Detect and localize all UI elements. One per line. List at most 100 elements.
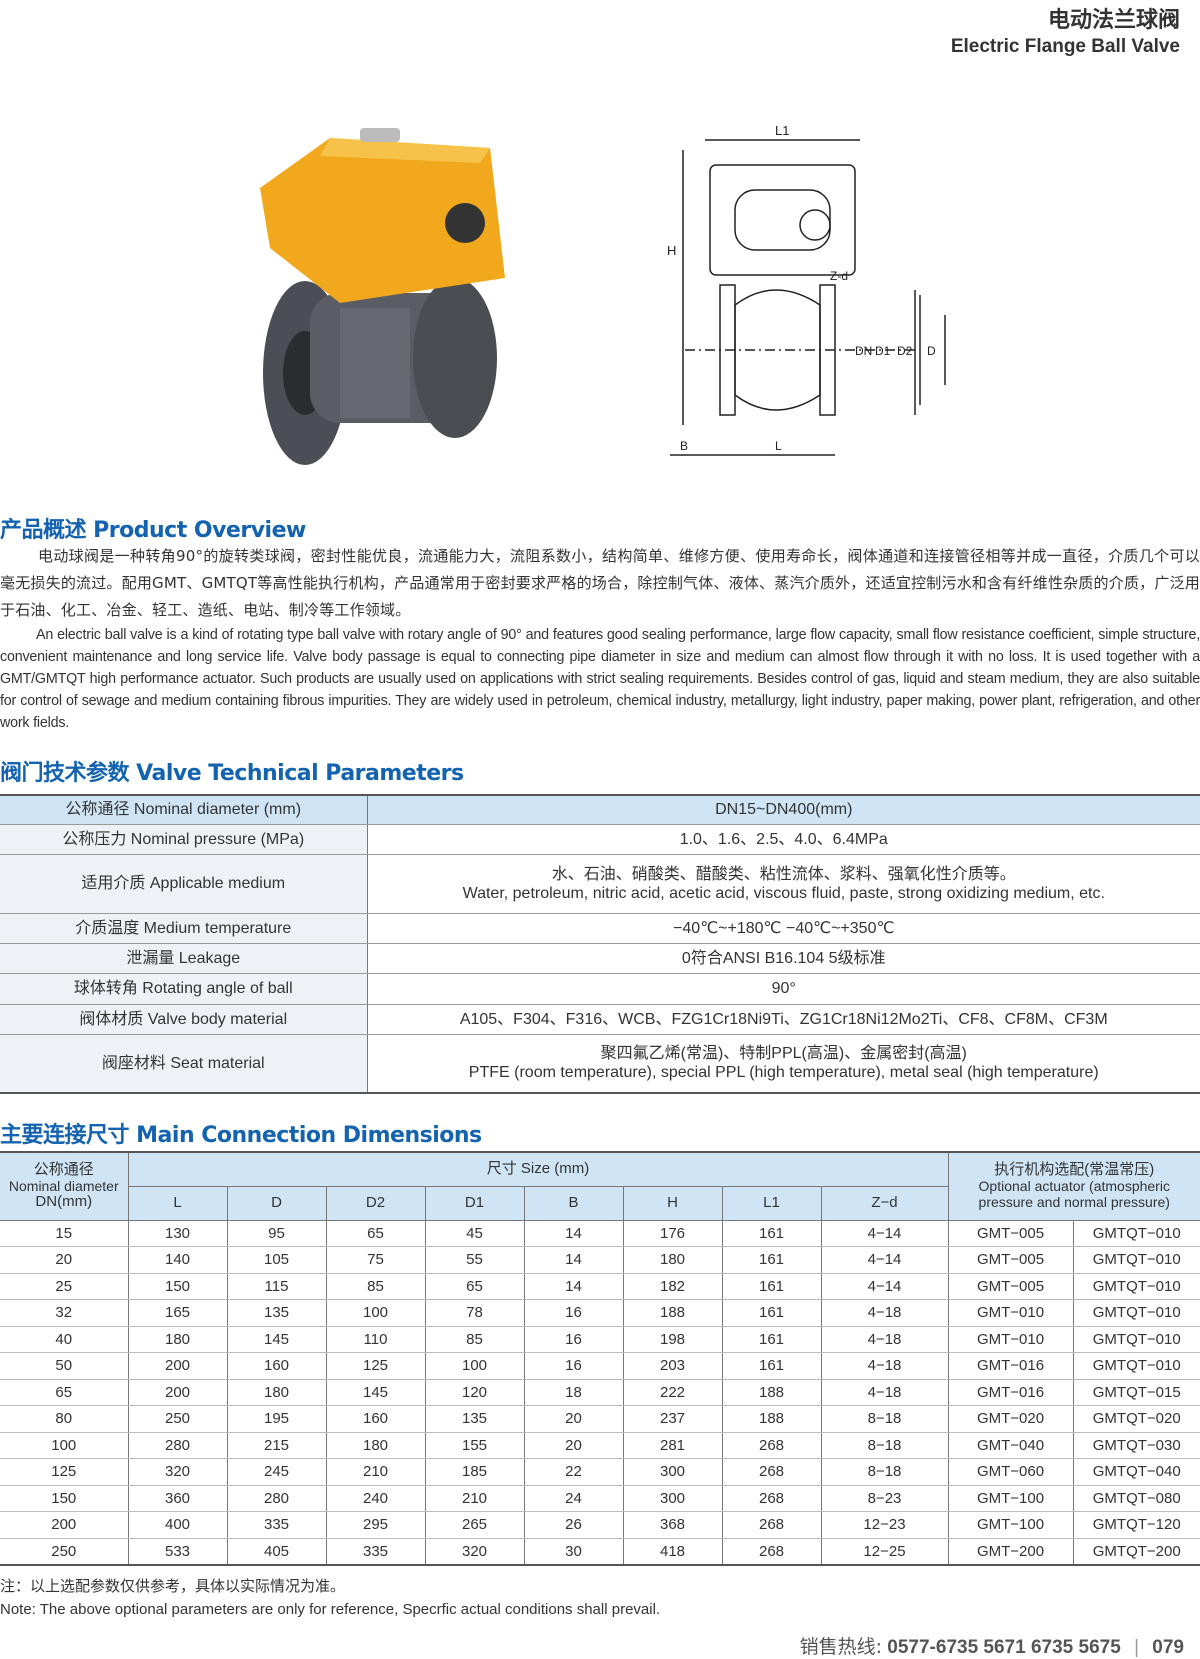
table-cell: GMTQT−010 (1072, 1273, 1200, 1300)
table-row: 25 150 115 85 65 14 182 161 4−14 GMT−005 GMTQT−010 (0, 1273, 1200, 1300)
table-cell: 65 (325, 1220, 425, 1247)
table-cell: 50 (0, 1352, 128, 1380)
label-dn: DN (855, 344, 872, 358)
table-cell: 110 (325, 1326, 425, 1353)
table-cell: 12−23 (820, 1511, 948, 1539)
table-cell: 115 (226, 1273, 326, 1300)
param-value: −40℃~+180℃ −40℃~+350℃ (367, 912, 1200, 944)
table-cell: 155 (424, 1432, 524, 1459)
label-d2: D2 (897, 344, 913, 358)
table-row: 20 140 105 75 55 14 180 161 4−14 GMT−005 GMTQT−010 (0, 1246, 1200, 1274)
table-cell: 161 (721, 1299, 821, 1327)
overview-text-cn: 电动球阀是一种转角90°的旋转类球阀，密封性能优良，流通能力大，流阻系数小，结构… (0, 547, 1200, 619)
table-cell: GMTQT−010 (1072, 1246, 1200, 1274)
table-cell: GMTQT−020 (1072, 1405, 1200, 1433)
table-cell: 320 (424, 1538, 524, 1566)
table-cell: 55 (424, 1246, 524, 1274)
table-cell: GMTQT−040 (1072, 1458, 1200, 1486)
col-header-dn: 公称通径 Nominal diameter DN(mm) (0, 1151, 129, 1221)
note-en: Note: The above optional parameters are … (0, 1601, 661, 1618)
table-cell: 135 (226, 1299, 326, 1327)
table-cell: 180 (226, 1379, 326, 1406)
table-cell: 32 (0, 1299, 128, 1327)
overview-text-en: An electric ball valve is a kind of rota… (0, 627, 1200, 731)
valve-photo (260, 128, 505, 465)
table-cell: 16 (523, 1299, 623, 1327)
param-value-en: PTFE (room temperature), special PPL (hi… (468, 1064, 1099, 1082)
table-cell: 16 (523, 1352, 623, 1380)
table-cell: 85 (325, 1273, 425, 1300)
table-row: 32 165 135 100 78 16 188 161 4−18 GMT−010 GMTQT−01… (0, 1299, 1200, 1327)
table-row: 介质温度 Medium temperature −40℃~+180℃ −40℃~+… (0, 912, 1200, 944)
table-cell: 198 (622, 1326, 722, 1353)
table-cell: GMT−005 (947, 1220, 1073, 1247)
table-cell: 161 (721, 1352, 821, 1380)
table-cell: 4−18 (820, 1299, 948, 1327)
table-cell: GMTQT−010 (1072, 1326, 1200, 1353)
table-cell: 188 (622, 1299, 722, 1327)
table-cell: 182 (622, 1273, 722, 1300)
param-key: 泄漏量 Leakage (0, 942, 368, 974)
table-cell: 180 (325, 1432, 425, 1459)
table-cell: 8−18 (820, 1458, 948, 1486)
param-value: A105、F304、F316、WCB、FZG1Cr18Ni9Ti、ZG1Cr18… (367, 1003, 1200, 1035)
table-cell: GMT−040 (947, 1432, 1073, 1459)
table-cell: 8−18 (820, 1432, 948, 1459)
table-cell: GMT−200 (947, 1538, 1073, 1566)
table-row: 200 400 335 295 265 26 368 268 12−23 GMT−100 GMTQT… (0, 1511, 1200, 1539)
table-row: 15 130 95 65 45 14 176 161 4−14 GMT−005 GMTQT−010 (0, 1220, 1200, 1247)
table-cell: 85 (424, 1326, 524, 1353)
col-header-size: 尺寸 Size (mm) (127, 1151, 949, 1187)
table-row: 公称通径 Nominal diameter (mm) DN15~DN400(mm) (0, 794, 1200, 825)
table-cell: 130 (127, 1220, 227, 1247)
table-cell: 100 (0, 1432, 128, 1459)
table-cell: 265 (424, 1511, 524, 1539)
param-key: 适用介质 Applicable medium (0, 853, 368, 914)
page-number: 079 (1152, 1637, 1184, 1658)
table-cell: 245 (226, 1458, 326, 1486)
table-cell: 150 (0, 1485, 128, 1512)
table-cell: 210 (325, 1458, 425, 1486)
table-cell: 24 (523, 1485, 623, 1512)
table-cell: 176 (622, 1220, 722, 1247)
table-cell: GMTQT−030 (1072, 1432, 1200, 1459)
table-row: 50 200 160 125 100 16 203 161 4−18 GMT−016 GMTQT−0… (0, 1352, 1200, 1380)
table-cell: 250 (0, 1538, 128, 1566)
table-row: 65 200 180 145 120 18 222 188 4−18 GMT−016 GMTQT−0… (0, 1379, 1200, 1406)
table-cell: GMTQT−015 (1072, 1379, 1200, 1406)
table-cell: 140 (127, 1246, 227, 1274)
table-cell: 240 (325, 1485, 425, 1512)
table-cell: GMTQT−010 (1072, 1352, 1200, 1380)
table-cell: 180 (127, 1326, 227, 1353)
table-cell: GMTQT−010 (1072, 1299, 1200, 1327)
table-cell: 4−18 (820, 1352, 948, 1380)
table-cell: 8−18 (820, 1405, 948, 1433)
table-cell: 335 (325, 1538, 425, 1566)
table-cell: 100 (325, 1299, 425, 1327)
table-cell: 4−14 (820, 1220, 948, 1247)
table-cell: 161 (721, 1246, 821, 1274)
table-cell: 18 (523, 1379, 623, 1406)
table-cell: 215 (226, 1432, 326, 1459)
table-cell: 4−18 (820, 1326, 948, 1353)
table-cell: GMT−100 (947, 1485, 1073, 1512)
table-cell: 405 (226, 1538, 326, 1566)
table-row: 球体转角 Rotating angle of ball 90° (0, 972, 1200, 1005)
table-cell: 14 (523, 1246, 623, 1274)
table-cell: 268 (721, 1511, 821, 1539)
table-cell: GMTQT−200 (1072, 1538, 1200, 1566)
table-cell: 20 (523, 1405, 623, 1433)
table-row: 40 180 145 110 85 16 198 161 4−18 GMT−010 GMTQT−01… (0, 1326, 1200, 1353)
table-cell: 281 (622, 1432, 722, 1459)
table-cell: 268 (721, 1432, 821, 1459)
hotline-label: 销售热线: (799, 1636, 882, 1658)
table-cell: GMT−010 (947, 1326, 1073, 1353)
table-cell: 160 (226, 1352, 326, 1380)
table-cell: 418 (622, 1538, 722, 1566)
label-h: H (667, 243, 676, 258)
table-cell: 135 (424, 1405, 524, 1433)
param-value: 聚四氟乙烯(常温)、特制PPL(高温)、金属密封(高温) (600, 1045, 967, 1063)
table-cell: 25 (0, 1273, 128, 1300)
param-value: DN15~DN400(mm) (367, 794, 1200, 825)
table-cell: 250 (127, 1405, 227, 1433)
